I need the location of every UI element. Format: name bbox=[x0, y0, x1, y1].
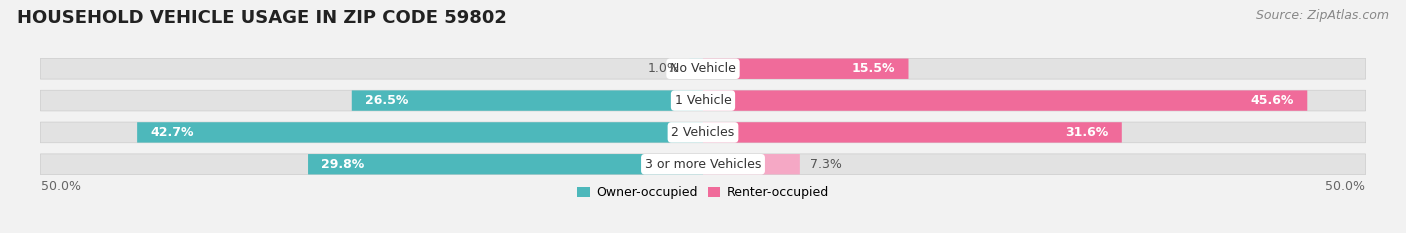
Text: 1 Vehicle: 1 Vehicle bbox=[675, 94, 731, 107]
FancyBboxPatch shape bbox=[703, 154, 800, 175]
FancyBboxPatch shape bbox=[352, 90, 703, 111]
Text: 26.5%: 26.5% bbox=[366, 94, 409, 107]
FancyBboxPatch shape bbox=[138, 122, 703, 143]
FancyBboxPatch shape bbox=[41, 154, 1365, 175]
Text: 42.7%: 42.7% bbox=[150, 126, 194, 139]
FancyBboxPatch shape bbox=[703, 90, 1308, 111]
Text: HOUSEHOLD VEHICLE USAGE IN ZIP CODE 59802: HOUSEHOLD VEHICLE USAGE IN ZIP CODE 5980… bbox=[17, 9, 506, 27]
FancyBboxPatch shape bbox=[703, 58, 908, 79]
Text: 50.0%: 50.0% bbox=[1326, 180, 1365, 193]
FancyBboxPatch shape bbox=[41, 90, 1365, 111]
Legend: Owner-occupied, Renter-occupied: Owner-occupied, Renter-occupied bbox=[572, 181, 834, 204]
FancyBboxPatch shape bbox=[41, 58, 1365, 79]
Text: Source: ZipAtlas.com: Source: ZipAtlas.com bbox=[1256, 9, 1389, 22]
FancyBboxPatch shape bbox=[308, 154, 703, 175]
FancyBboxPatch shape bbox=[41, 122, 1365, 143]
Text: 15.5%: 15.5% bbox=[852, 62, 896, 75]
Text: 7.3%: 7.3% bbox=[810, 158, 842, 171]
Text: No Vehicle: No Vehicle bbox=[671, 62, 735, 75]
Text: 45.6%: 45.6% bbox=[1250, 94, 1294, 107]
FancyBboxPatch shape bbox=[689, 58, 703, 79]
Text: 2 Vehicles: 2 Vehicles bbox=[672, 126, 734, 139]
Text: 3 or more Vehicles: 3 or more Vehicles bbox=[645, 158, 761, 171]
Text: 50.0%: 50.0% bbox=[41, 180, 80, 193]
FancyBboxPatch shape bbox=[703, 122, 1122, 143]
Text: 29.8%: 29.8% bbox=[322, 158, 364, 171]
Text: 1.0%: 1.0% bbox=[647, 62, 679, 75]
Text: 31.6%: 31.6% bbox=[1066, 126, 1108, 139]
